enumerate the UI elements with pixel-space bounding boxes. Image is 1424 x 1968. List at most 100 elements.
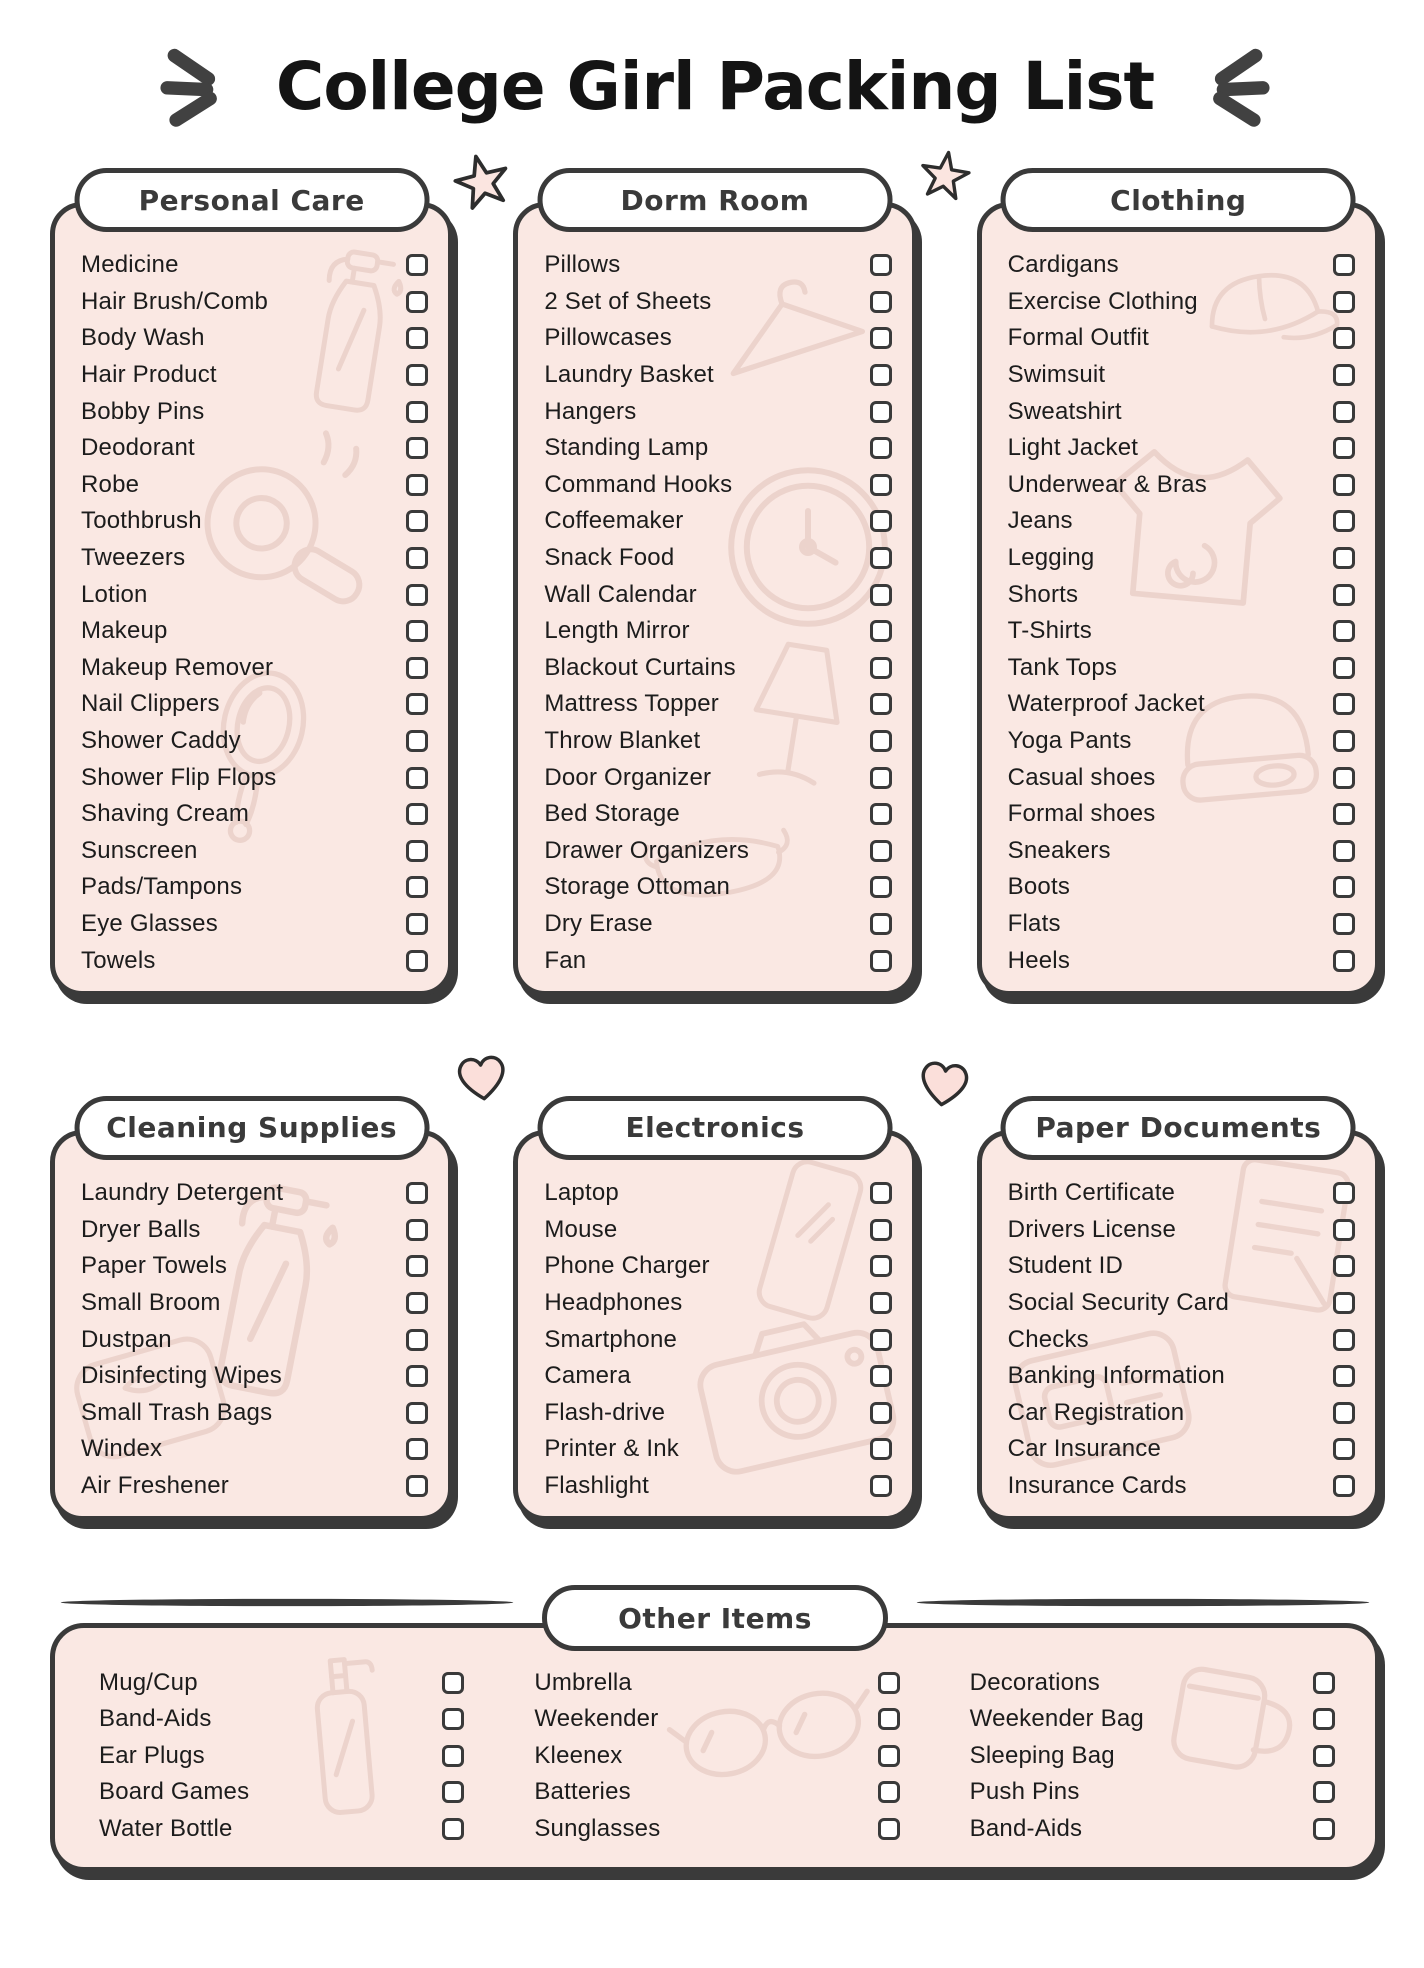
checkbox[interactable]	[1312, 1744, 1335, 1767]
checkbox[interactable]	[869, 730, 892, 753]
checkbox[interactable]	[869, 1438, 892, 1461]
checkbox[interactable]	[1332, 547, 1355, 570]
checkbox[interactable]	[406, 949, 429, 972]
checkbox[interactable]	[1332, 1328, 1355, 1351]
checkbox[interactable]	[869, 437, 892, 460]
checkbox[interactable]	[869, 547, 892, 570]
checkbox[interactable]	[406, 730, 429, 753]
checkbox[interactable]	[869, 1328, 892, 1351]
checkbox[interactable]	[406, 1365, 429, 1388]
checkbox[interactable]	[869, 693, 892, 716]
checkbox[interactable]	[1332, 473, 1355, 496]
checkbox[interactable]	[1332, 803, 1355, 826]
checkbox[interactable]	[1312, 1671, 1335, 1694]
checkbox[interactable]	[1332, 1182, 1355, 1205]
checkbox[interactable]	[869, 803, 892, 826]
checkbox[interactable]	[406, 510, 429, 533]
checkbox[interactable]	[1332, 730, 1355, 753]
checkbox[interactable]	[1332, 437, 1355, 460]
checkbox[interactable]	[1332, 876, 1355, 899]
checkbox[interactable]	[869, 400, 892, 423]
checkbox[interactable]	[1332, 1218, 1355, 1241]
checkbox[interactable]	[869, 254, 892, 277]
checkbox[interactable]	[1332, 693, 1355, 716]
checkbox[interactable]	[406, 1401, 429, 1424]
checkbox[interactable]	[406, 547, 429, 570]
checkbox[interactable]	[869, 583, 892, 606]
checkbox[interactable]	[1332, 1365, 1355, 1388]
checkbox[interactable]	[406, 1438, 429, 1461]
checkbox[interactable]	[406, 1182, 429, 1205]
checkbox[interactable]	[869, 1365, 892, 1388]
checkbox[interactable]	[442, 1744, 465, 1767]
checkbox[interactable]	[1332, 766, 1355, 789]
checkbox[interactable]	[1332, 656, 1355, 679]
checkbox[interactable]	[406, 327, 429, 350]
checkbox[interactable]	[406, 437, 429, 460]
checkbox[interactable]	[869, 1291, 892, 1314]
checkbox[interactable]	[406, 876, 429, 899]
checkbox[interactable]	[869, 1401, 892, 1424]
checkbox[interactable]	[1332, 290, 1355, 313]
checkbox[interactable]	[442, 1708, 465, 1731]
checkbox[interactable]	[1332, 1255, 1355, 1278]
checkbox[interactable]	[406, 656, 429, 679]
checkbox[interactable]	[869, 473, 892, 496]
checkbox[interactable]	[869, 1255, 892, 1278]
checkbox[interactable]	[869, 766, 892, 789]
checkbox[interactable]	[877, 1671, 900, 1694]
checkbox[interactable]	[406, 1255, 429, 1278]
checkbox[interactable]	[877, 1744, 900, 1767]
checkbox[interactable]	[406, 1218, 429, 1241]
checkbox[interactable]	[406, 766, 429, 789]
checkbox[interactable]	[406, 839, 429, 862]
checkbox[interactable]	[1332, 327, 1355, 350]
checkbox[interactable]	[442, 1781, 465, 1804]
checkbox[interactable]	[406, 1291, 429, 1314]
checkbox[interactable]	[1332, 254, 1355, 277]
checkbox[interactable]	[1332, 1291, 1355, 1314]
checkbox[interactable]	[1312, 1817, 1335, 1840]
checkbox[interactable]	[869, 656, 892, 679]
checkbox[interactable]	[442, 1671, 465, 1694]
checkbox[interactable]	[406, 803, 429, 826]
checkbox[interactable]	[869, 364, 892, 387]
checkbox[interactable]	[406, 364, 429, 387]
checkbox[interactable]	[406, 254, 429, 277]
checkbox[interactable]	[1332, 1474, 1355, 1497]
checkbox[interactable]	[869, 620, 892, 643]
checkbox[interactable]	[869, 290, 892, 313]
checkbox[interactable]	[406, 693, 429, 716]
checkbox[interactable]	[1332, 1438, 1355, 1461]
checkbox[interactable]	[869, 1182, 892, 1205]
checkbox[interactable]	[406, 620, 429, 643]
checkbox[interactable]	[1312, 1708, 1335, 1731]
checkbox[interactable]	[406, 1328, 429, 1351]
checkbox[interactable]	[406, 583, 429, 606]
checkbox[interactable]	[1312, 1781, 1335, 1804]
checkbox[interactable]	[869, 1474, 892, 1497]
checkbox[interactable]	[1332, 620, 1355, 643]
checkbox[interactable]	[1332, 400, 1355, 423]
checkbox[interactable]	[869, 327, 892, 350]
checkbox[interactable]	[1332, 839, 1355, 862]
checkbox[interactable]	[406, 1474, 429, 1497]
checkbox[interactable]	[406, 473, 429, 496]
checkbox[interactable]	[877, 1708, 900, 1731]
checkbox[interactable]	[1332, 583, 1355, 606]
checkbox[interactable]	[869, 876, 892, 899]
checkbox[interactable]	[406, 912, 429, 935]
checkbox[interactable]	[1332, 1401, 1355, 1424]
checkbox[interactable]	[1332, 912, 1355, 935]
checkbox[interactable]	[1332, 510, 1355, 533]
checkbox[interactable]	[869, 949, 892, 972]
checkbox[interactable]	[877, 1781, 900, 1804]
checkbox[interactable]	[869, 510, 892, 533]
checkbox[interactable]	[406, 400, 429, 423]
checkbox[interactable]	[869, 912, 892, 935]
checkbox[interactable]	[442, 1817, 465, 1840]
checkbox[interactable]	[877, 1817, 900, 1840]
checkbox[interactable]	[1332, 949, 1355, 972]
checkbox[interactable]	[869, 839, 892, 862]
checkbox[interactable]	[869, 1218, 892, 1241]
